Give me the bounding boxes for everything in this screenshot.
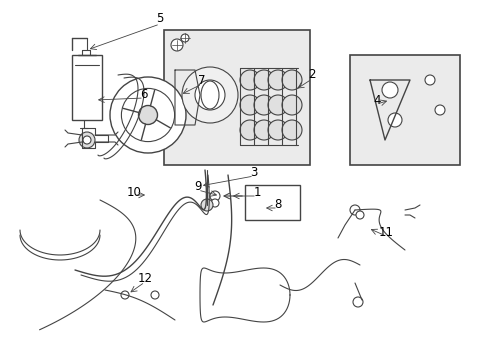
Circle shape xyxy=(349,205,359,215)
Circle shape xyxy=(195,80,224,110)
Text: 6: 6 xyxy=(140,89,147,102)
Circle shape xyxy=(267,95,287,115)
Text: 4: 4 xyxy=(372,94,380,107)
Bar xyxy=(72,55,102,120)
Circle shape xyxy=(209,191,220,201)
Text: 10: 10 xyxy=(126,185,141,198)
Circle shape xyxy=(267,120,287,140)
Circle shape xyxy=(210,199,219,207)
Circle shape xyxy=(83,136,91,144)
Circle shape xyxy=(240,120,260,140)
Text: 9: 9 xyxy=(194,180,202,193)
Circle shape xyxy=(424,75,434,85)
Bar xyxy=(244,185,299,220)
Circle shape xyxy=(282,120,302,140)
Text: 7: 7 xyxy=(198,73,205,86)
Text: 1: 1 xyxy=(253,185,260,198)
Bar xyxy=(349,55,459,165)
Circle shape xyxy=(151,291,159,299)
Bar xyxy=(163,30,309,165)
Circle shape xyxy=(267,70,287,90)
Text: 3: 3 xyxy=(250,166,257,179)
Circle shape xyxy=(282,70,302,90)
Text: 2: 2 xyxy=(307,68,315,81)
Circle shape xyxy=(240,95,260,115)
Circle shape xyxy=(253,70,273,90)
Circle shape xyxy=(352,297,362,307)
Circle shape xyxy=(381,82,397,98)
Circle shape xyxy=(240,70,260,90)
Circle shape xyxy=(253,120,273,140)
Text: 11: 11 xyxy=(378,225,393,238)
Circle shape xyxy=(138,105,157,125)
Circle shape xyxy=(253,95,273,115)
Circle shape xyxy=(181,34,189,42)
Ellipse shape xyxy=(201,81,219,109)
Circle shape xyxy=(121,291,129,299)
Circle shape xyxy=(201,199,213,211)
Circle shape xyxy=(171,39,183,51)
Circle shape xyxy=(110,77,185,153)
Circle shape xyxy=(182,67,238,123)
Text: 5: 5 xyxy=(156,12,163,24)
Circle shape xyxy=(434,105,444,115)
Text: 12: 12 xyxy=(137,271,152,284)
Text: 8: 8 xyxy=(274,198,281,211)
Circle shape xyxy=(121,89,174,141)
Circle shape xyxy=(387,113,401,127)
Circle shape xyxy=(79,132,95,148)
Circle shape xyxy=(355,211,363,219)
Circle shape xyxy=(282,95,302,115)
